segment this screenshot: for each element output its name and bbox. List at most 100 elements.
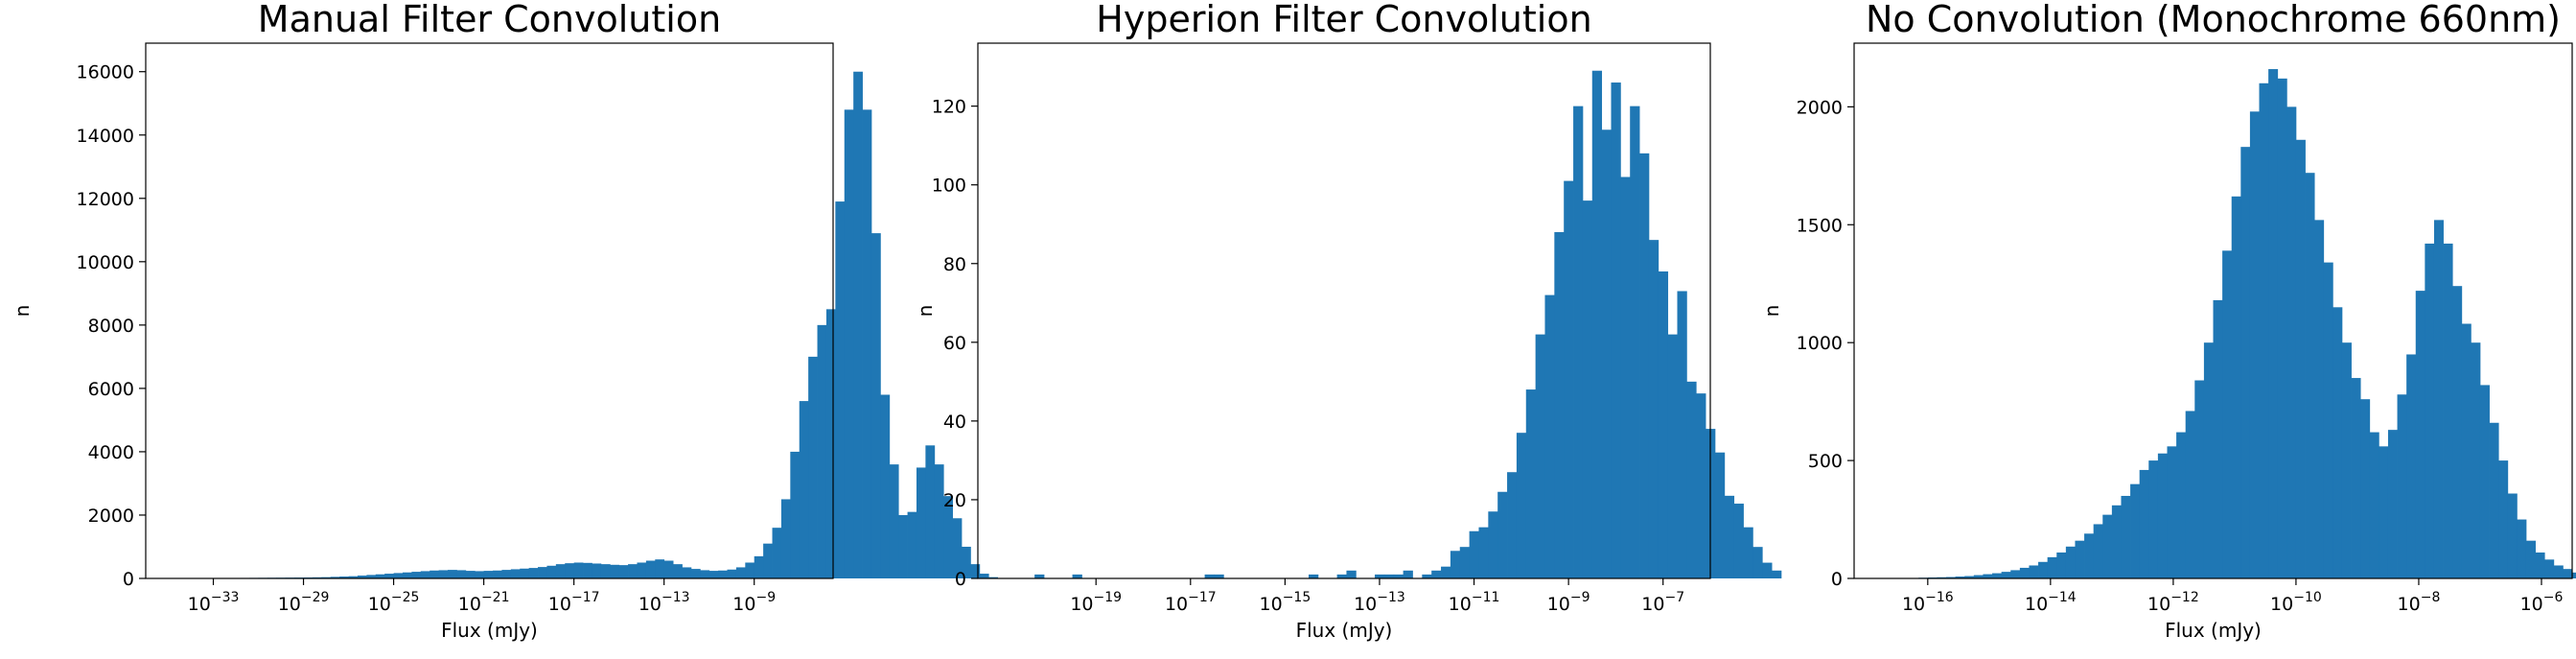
- histogram-bar: [2462, 324, 2472, 578]
- histogram-bar: [1205, 575, 1215, 578]
- histogram-bar: [2490, 423, 2499, 578]
- y-tick-label: 12000: [77, 189, 134, 210]
- histogram-bar: [2167, 446, 2176, 578]
- histogram-bar: [2572, 573, 2576, 578]
- y-tick-label: 120: [932, 97, 966, 118]
- x-tick-label: 10−21: [458, 590, 510, 615]
- histogram-bar: [871, 233, 881, 578]
- histogram-bar: [800, 401, 809, 578]
- x-tick-label: 10−9: [1547, 590, 1590, 615]
- histogram-bar: [2268, 69, 2278, 578]
- x-tick-label: 10−9: [732, 590, 776, 615]
- histogram-bar: [1620, 177, 1630, 579]
- histogram-bar: [1375, 575, 1384, 578]
- x-axis-label: Flux (mJy): [2165, 619, 2262, 642]
- y-tick-label: 80: [943, 254, 966, 275]
- histogram-bar: [538, 567, 547, 578]
- histogram-bar: [2020, 568, 2030, 578]
- histogram-bar: [664, 561, 674, 578]
- histogram-bar: [2360, 399, 2370, 578]
- histogram-bar: [1394, 575, 1404, 578]
- histogram-bar: [2250, 111, 2260, 578]
- histogram-bar: [2056, 553, 2066, 578]
- histogram-bar: [1404, 571, 1413, 578]
- histogram-bar: [520, 569, 529, 578]
- y-tick-label: 0: [123, 569, 134, 590]
- y-tick-label: 2000: [88, 506, 134, 527]
- x-tick-label: 10−17: [548, 590, 600, 615]
- y-tick-label: 500: [1808, 451, 1843, 472]
- histogram-bar: [1752, 547, 1762, 578]
- histogram-bar: [2102, 515, 2112, 578]
- histogram-bar: [818, 325, 827, 578]
- histogram-bar: [1470, 531, 1479, 578]
- histogram-bar: [2260, 83, 2269, 578]
- histogram-bar: [1460, 547, 1470, 578]
- histogram-bar: [808, 357, 818, 578]
- histogram-bar: [2029, 565, 2038, 578]
- histogram-bar: [826, 309, 836, 578]
- histogram-bar: [592, 563, 601, 578]
- x-tick-label: 10−14: [2025, 590, 2077, 615]
- histogram-bar: [583, 563, 592, 578]
- histogram-bar: [1337, 575, 1347, 578]
- histogram-bar: [1346, 571, 1356, 578]
- histogram-bar: [1073, 575, 1082, 578]
- y-tick-label: 10000: [77, 252, 134, 273]
- histogram-bar: [1526, 389, 1536, 578]
- histogram-bar: [601, 564, 611, 578]
- histogram-bar: [2480, 385, 2490, 578]
- y-tick-label: 8000: [88, 316, 134, 337]
- histogram-bar: [1630, 106, 1639, 578]
- histogram-bar: [1696, 393, 1706, 578]
- histogram-bar: [736, 567, 746, 578]
- y-tick-label: 40: [943, 412, 966, 433]
- y-tick-label: 1500: [1797, 215, 1843, 236]
- histogram-bar: [1602, 129, 1612, 578]
- y-tick-label: 60: [943, 333, 966, 354]
- histogram-bar: [709, 571, 719, 578]
- histogram-bar: [2130, 484, 2140, 578]
- histogram-bar: [2306, 173, 2315, 578]
- histogram-bar: [980, 574, 989, 578]
- histogram-bar: [493, 571, 502, 578]
- x-tick-label: 10−13: [1354, 590, 1405, 615]
- x-tick-label: 10−7: [1641, 590, 1684, 615]
- x-tick-label: 10−6: [2520, 590, 2564, 615]
- histogram-bar: [501, 570, 511, 578]
- histogram-bar: [728, 570, 737, 578]
- histogram-bar: [691, 569, 701, 578]
- chart-title: Hyperion Filter Convolution: [1096, 0, 1591, 40]
- histogram-bar: [475, 571, 484, 578]
- y-axis-label: n: [11, 305, 34, 318]
- histogram-bar: [1517, 433, 1526, 578]
- histogram-bar: [2240, 147, 2250, 578]
- histogram-bar: [1441, 567, 1450, 578]
- y-axis-label: n: [1760, 305, 1783, 318]
- histogram-bar: [1983, 575, 1992, 578]
- x-tick-label: 10−8: [2398, 590, 2441, 615]
- histogram-bar: [1450, 551, 1460, 578]
- histogram-bar: [1478, 528, 1488, 578]
- histogram-bar: [2296, 140, 2306, 578]
- histogram-bar: [2094, 524, 2103, 578]
- histogram-bar: [637, 562, 646, 578]
- y-axis-label: n: [914, 305, 937, 318]
- histogram-bar: [763, 544, 773, 578]
- histogram-bar: [781, 499, 791, 578]
- histogram-bar: [2232, 197, 2241, 578]
- histogram-bar: [1573, 106, 1583, 578]
- histogram-bar: [2324, 263, 2333, 578]
- histogram-bar: [1668, 335, 1678, 578]
- histogram-bar: [2517, 520, 2526, 578]
- y-tick-label: 0: [1831, 569, 1843, 590]
- histogram-bar: [574, 562, 584, 578]
- histogram-bar: [2204, 342, 2214, 578]
- histogram-bar: [2563, 569, 2572, 578]
- x-tick-label: 10−29: [278, 590, 330, 615]
- histogram-bar: [2002, 572, 2011, 578]
- histogram-bar: [2148, 460, 2158, 578]
- histogram-bar: [2176, 433, 2186, 578]
- histogram-bar: [628, 564, 638, 578]
